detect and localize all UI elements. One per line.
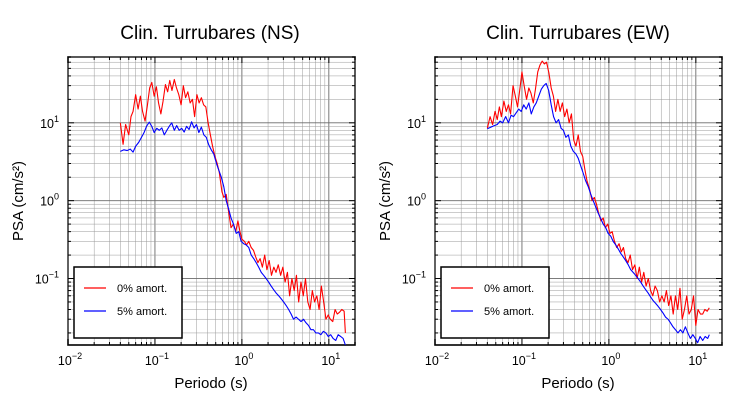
chart-title: Clin. Turrubares (NS) (120, 23, 300, 44)
x-tick-label: 10−1 (512, 351, 536, 368)
x-tick-label: 101 (688, 351, 707, 368)
series-line-1 (120, 121, 346, 346)
panel-ew: Clin. Turrubares (EW) 10−2 10−1 100 101 10−1… (377, 23, 723, 392)
chart-title: Clin. Turrubares (EW) (486, 23, 670, 44)
legend-label-1: 5% amort. (484, 306, 534, 318)
x-tick-label: 10−2 (425, 351, 449, 368)
axis-ticks (67, 56, 356, 345)
axis-ticks (434, 56, 723, 345)
series-group (486, 60, 710, 344)
legend-box (73, 266, 183, 339)
panel-ns: Clin. Turrubares (NS) 10−2 10−1 100 101 10−1… (10, 23, 356, 392)
series-line-1 (487, 82, 710, 344)
y-tick-label: 101 (407, 114, 426, 131)
y-tick-label: 10−1 (35, 270, 59, 287)
legend: 0% amort. 5% amort. (73, 266, 183, 339)
legend-label-0: 0% amort. (117, 283, 167, 295)
legend-label-0: 0% amort. (484, 283, 534, 295)
y-tick-label: 101 (40, 114, 59, 131)
legend-label-1: 5% amort. (117, 306, 167, 318)
x-tick-label: 10−2 (58, 351, 82, 368)
series-group (119, 78, 346, 346)
x-tick-label: 100 (601, 351, 620, 368)
y-tick-label: 100 (40, 192, 59, 209)
x-axis-label: Periodo (s) (541, 375, 614, 392)
legend-box (440, 266, 550, 339)
x-tick-label: 101 (321, 351, 340, 368)
tick-labels: 10−2 10−1 100 101 10−1 100 101 (35, 114, 340, 368)
x-tick-label: 10−1 (145, 351, 169, 368)
y-tick-label: 10−1 (402, 270, 426, 287)
x-tick-label: 100 (234, 351, 253, 368)
x-axis-label: Periodo (s) (174, 375, 247, 392)
y-axis-label: PSA (cm/s²) (377, 161, 394, 241)
legend: 0% amort. 5% amort. (440, 266, 550, 339)
y-tick-label: 100 (407, 192, 426, 209)
tick-labels: 10−2 10−1 100 101 10−1 100 101 (402, 114, 707, 368)
y-axis-label: PSA (cm/s²) (10, 161, 27, 241)
